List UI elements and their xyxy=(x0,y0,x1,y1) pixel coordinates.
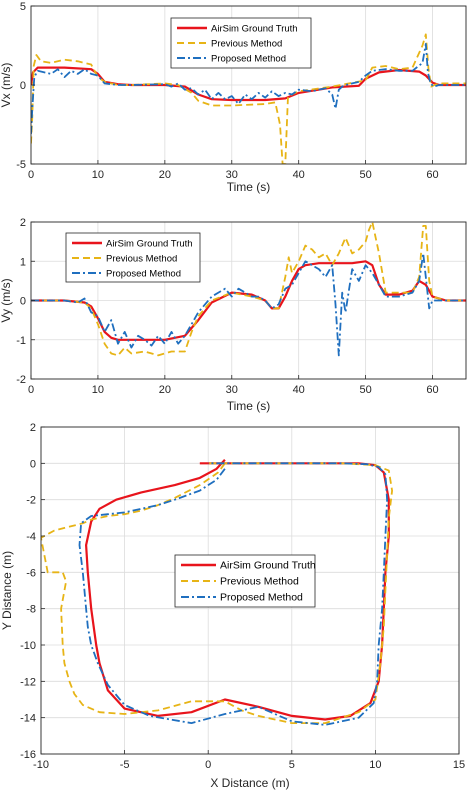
x-tick-label: 10 xyxy=(92,169,104,181)
legend-label: Previous Method xyxy=(220,576,299,588)
legend: AirSim Ground Truth Previous Method Propos… xyxy=(170,17,312,69)
series-line-previous-method xyxy=(41,462,394,724)
x-tick-label: 10 xyxy=(92,384,104,396)
legend-label: Proposed Method xyxy=(220,592,303,604)
y-tick-label: 1 xyxy=(20,256,26,268)
legend-label: Previous Method xyxy=(106,254,177,265)
legend-label: Proposed Method xyxy=(106,269,181,280)
y-tick-label: -8 xyxy=(26,604,36,616)
y-tick-label: 2 xyxy=(30,422,36,434)
legend: AirSim Ground Truth Previous Method Propos… xyxy=(65,232,201,283)
legend-label: Proposed Method xyxy=(211,54,286,65)
x-axis-label: Time (s) xyxy=(227,180,271,194)
chart-3: -10 -5 0 5 10 15 -16 -14 -12 -10 -8 -6 -4 -2 0 2 X Dista… xyxy=(0,422,465,790)
y-tick-label: 5 xyxy=(20,1,26,13)
y-tick-label: -10 xyxy=(20,640,36,652)
y-tick-label: -1 xyxy=(16,335,26,347)
y-tick-label: -12 xyxy=(20,676,36,688)
legend-label: AirSim Ground Truth xyxy=(211,24,298,35)
x-tick-label: 10 xyxy=(369,759,381,771)
series-line-airsim-ground-truth xyxy=(31,66,466,102)
x-tick-label: 20 xyxy=(159,169,171,181)
y-axis-label: Y Distance (m) xyxy=(0,551,14,630)
x-tick-label: 0 xyxy=(205,759,211,771)
x-axis-label: X Distance (m) xyxy=(210,776,289,790)
legend-label: AirSim Ground Truth xyxy=(220,560,316,572)
y-axis-label: Vy (m/s) xyxy=(0,278,13,322)
series-line-previous-method xyxy=(31,33,466,164)
legend-label: AirSim Ground Truth xyxy=(106,239,193,250)
x-tick-label: 20 xyxy=(159,384,171,396)
x-tick-label: 15 xyxy=(453,759,465,771)
chart-2: 0 10 20 30 40 50 60 -2 -1 0 1 2 Time (s) Vy (m/s) AirS… xyxy=(0,217,467,413)
series-line-proposed-method xyxy=(31,252,466,357)
x-axis-label: Time (s) xyxy=(227,399,271,413)
y-tick-label: -14 xyxy=(20,713,36,725)
y-tick-label: -5 xyxy=(16,159,26,171)
x-tick-label: 30 xyxy=(226,169,238,181)
y-tick-label: 0 xyxy=(30,458,36,470)
x-tick-label: 40 xyxy=(293,169,305,181)
x-tick-label: -10 xyxy=(33,759,49,771)
y-tick-label: -6 xyxy=(26,567,36,579)
series-line-proposed-method xyxy=(78,462,389,726)
y-tick-label: -16 xyxy=(20,749,36,761)
x-tick-label: 60 xyxy=(426,169,438,181)
legend-label: Previous Method xyxy=(211,39,282,50)
legend: AirSim Ground Truth Previous Method Propos… xyxy=(174,554,316,608)
series-line-proposed-method xyxy=(31,43,466,135)
axes-frame xyxy=(40,426,460,755)
y-tick-label: -2 xyxy=(16,374,26,386)
x-tick-label: 60 xyxy=(426,384,438,396)
y-tick-label: -4 xyxy=(26,531,36,543)
y-axis-label: Vx (m/s) xyxy=(0,63,13,108)
x-tick-label: 5 xyxy=(289,759,295,771)
x-tick-label: 50 xyxy=(359,384,371,396)
y-tick-label: 0 xyxy=(20,296,26,308)
x-tick-label: 0 xyxy=(28,169,34,181)
series-line-airsim-ground-truth xyxy=(31,260,466,341)
x-tick-label: -5 xyxy=(120,759,130,771)
x-tick-label: 30 xyxy=(226,384,238,396)
y-tick-label: 0 xyxy=(20,80,26,92)
y-tick-label: 2 xyxy=(20,217,26,229)
x-tick-label: 50 xyxy=(359,169,371,181)
x-tick-label: 0 xyxy=(28,384,34,396)
y-tick-label: -2 xyxy=(26,495,36,507)
x-tick-label: 40 xyxy=(293,384,305,396)
